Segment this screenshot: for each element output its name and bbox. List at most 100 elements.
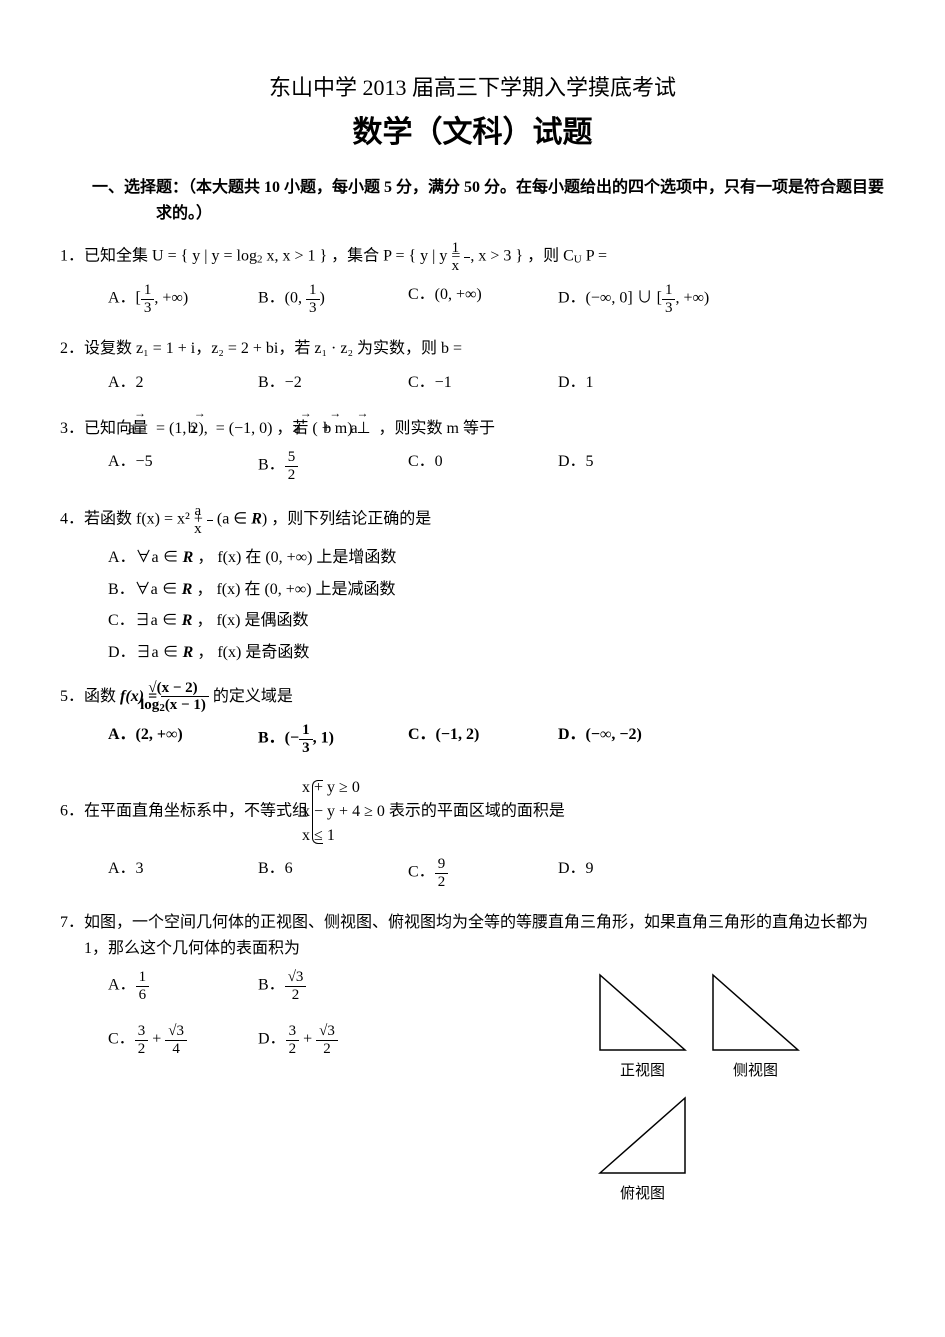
question-5: 5．函数 f(x) = √(x − 2)log2(x − 1) 的定义域是 A．… xyxy=(60,680,885,763)
q4-optA: A．∀a ∈ R ， f(x) 在 (0, +∞) 上是增函数 xyxy=(108,545,885,571)
q7-num: 7． xyxy=(60,914,84,931)
q1-optC: C．(0, +∞) xyxy=(408,282,558,316)
ineq-1: x + y ≥ 0 xyxy=(326,776,385,800)
frac-den: 2 xyxy=(285,987,307,1004)
q4-stem-c: ) ，则下列结论正确的是 xyxy=(262,511,431,528)
opt-text: B．(0, xyxy=(258,290,306,307)
frac-den: 2 xyxy=(285,467,299,484)
frac-den: 3 xyxy=(306,300,320,317)
q3-stem-a: 已知向量 xyxy=(84,420,152,437)
q5-stem-b: 的定义域是 xyxy=(209,688,293,705)
q6-optA: A．3 xyxy=(108,856,258,890)
section-desc: （本大题共 10 小题，每小题 5 分，满分 50 分。在每小题给出的四个选项中… xyxy=(156,179,884,222)
frac-den: log2(x − 1) xyxy=(161,697,209,714)
q5-num: 5． xyxy=(60,688,84,705)
frac-num: √3 xyxy=(285,969,307,987)
view-label-front: 正视图 xyxy=(595,1059,690,1083)
question-2: 2．设复数 z₁ = 1 + i，z₂ = 2 + bi，若 z₁ · z₂ 为… xyxy=(60,336,885,401)
section-label: 一、选择题： xyxy=(92,179,188,196)
opt-text: C． xyxy=(408,864,435,881)
opt-text: ) xyxy=(320,290,325,307)
opt-text: D．(−∞, 0] ∪ [ xyxy=(558,290,662,307)
ineq-3: x ≤ 1 xyxy=(326,824,385,848)
question-3: 3．已知向量 a = (1, 2), b = (−1, 0) ，若 (a + m… xyxy=(60,416,885,490)
opt-text: ， f(x) 在 (0, +∞) 上是减函数 xyxy=(192,581,395,598)
frac: √32 xyxy=(285,969,307,1003)
q6-optB: B．6 xyxy=(258,856,408,890)
q2-optC: C．−1 xyxy=(408,370,558,396)
q1-stem-d: P = xyxy=(582,248,607,265)
frac-num: √(x − 2) xyxy=(161,680,209,698)
q3-optB: B．52 xyxy=(258,449,408,483)
frac-den: 2 xyxy=(286,1041,300,1058)
frac: 32 xyxy=(135,1023,149,1057)
frac-num: √3 xyxy=(316,1023,338,1041)
opt-text: C．∃a ∈ xyxy=(108,612,182,629)
q2-stem: 设复数 z₁ = 1 + i，z₂ = 2 + bi，若 z₁ · z₂ 为实数… xyxy=(84,340,462,357)
frac-den: 3 xyxy=(299,740,313,757)
q3-stem-c: = (−1, 0) ，若 ( xyxy=(212,420,318,437)
triangle-icon xyxy=(595,970,690,1055)
title-line1: 东山中学 2013 届高三下学期入学摸底考试 xyxy=(60,70,885,105)
q3-num: 3． xyxy=(60,420,84,437)
q2-optB: B．−2 xyxy=(258,370,408,396)
opt-text: B．∀a ∈ xyxy=(108,581,182,598)
q4-stem-b: (a ∈ xyxy=(213,511,251,528)
q4-stem-a: 若函数 f(x) = x² + xyxy=(84,511,207,528)
q6-optC: C．92 xyxy=(408,856,558,890)
opt-text: ， f(x) 是奇函数 xyxy=(193,644,309,661)
frac-den: 2 xyxy=(135,1041,149,1058)
q5-frac: √(x − 2)log2(x − 1) xyxy=(161,680,209,715)
triangle-icon xyxy=(708,970,803,1055)
frac-num: 1 xyxy=(306,282,320,300)
opt-text: B． xyxy=(258,457,285,474)
q3-stem-b: = (1, 2), xyxy=(152,420,212,437)
section-header: 一、选择题：（本大题共 10 小题，每小题 5 分，满分 50 分。在每小题给出… xyxy=(156,175,885,226)
opt-text: D．∃a ∈ xyxy=(108,644,183,661)
q1-num: 1． xyxy=(60,248,84,265)
set-R: R xyxy=(182,612,193,629)
frac-num: 5 xyxy=(285,449,299,467)
opt-text: , +∞) xyxy=(675,290,709,307)
frac: 92 xyxy=(435,856,449,890)
frac-num: 1 xyxy=(299,722,313,740)
q2-optD: D．1 xyxy=(558,370,708,396)
view-label-side: 侧视图 xyxy=(708,1059,803,1083)
frac-den: 2 xyxy=(435,874,449,891)
opt-text: A．∀a ∈ xyxy=(108,549,183,566)
opt-text: ， f(x) 在 (0, +∞) 上是增函数 xyxy=(193,549,396,566)
q3-stem-d: + m xyxy=(318,420,347,437)
frac: 13 xyxy=(662,282,676,316)
q6-stem-a: 在平面直角坐标系中，不等式组 xyxy=(84,803,312,820)
frac-den: 3 xyxy=(662,300,676,317)
opt-text: C． xyxy=(108,1031,135,1048)
opt-text: A． xyxy=(108,977,136,994)
frac-num: 9 xyxy=(435,856,449,874)
q7-stem: 如图，一个空间几何体的正视图、侧视图、俯视图均为全等的等腰直角三角形，如果直角三… xyxy=(84,914,868,957)
opt-text: A．[ xyxy=(108,290,141,307)
opt-text: ， f(x) 是偶函数 xyxy=(192,612,308,629)
triangle-icon xyxy=(595,1093,690,1178)
q6-stem-b: 表示的平面区域的面积是 xyxy=(389,803,565,820)
top-view: 俯视图 xyxy=(595,1093,690,1206)
title-line2: 数学（文科）试题 xyxy=(60,109,885,157)
q7-optA: A．16 xyxy=(108,969,258,1003)
q1-optD: D．(−∞, 0] ∪ [13, +∞) xyxy=(558,282,768,316)
opt-text: B． xyxy=(258,977,285,994)
set-R: R xyxy=(183,549,194,566)
sub-U: U xyxy=(574,254,582,266)
frac-num: 3 xyxy=(286,1023,300,1041)
q1-stem-c: , x > 3 } ，则 C xyxy=(470,248,573,265)
q7-optC: C．32 + √34 xyxy=(108,1023,258,1057)
opt-text: , 1) xyxy=(313,730,334,747)
q6-optD: D．9 xyxy=(558,856,708,890)
q7-optD: D．32 + √32 xyxy=(258,1023,408,1057)
frac: 13 xyxy=(299,722,313,756)
frac: √32 xyxy=(316,1023,338,1057)
q5-optC: C．(−1, 2) xyxy=(408,722,558,756)
frac: 13 xyxy=(141,282,155,316)
three-views: 正视图 侧视图 俯视图 xyxy=(595,970,825,1206)
set-R: R xyxy=(182,581,193,598)
frac-den: 2 xyxy=(316,1041,338,1058)
q4-num: 4． xyxy=(60,511,84,528)
